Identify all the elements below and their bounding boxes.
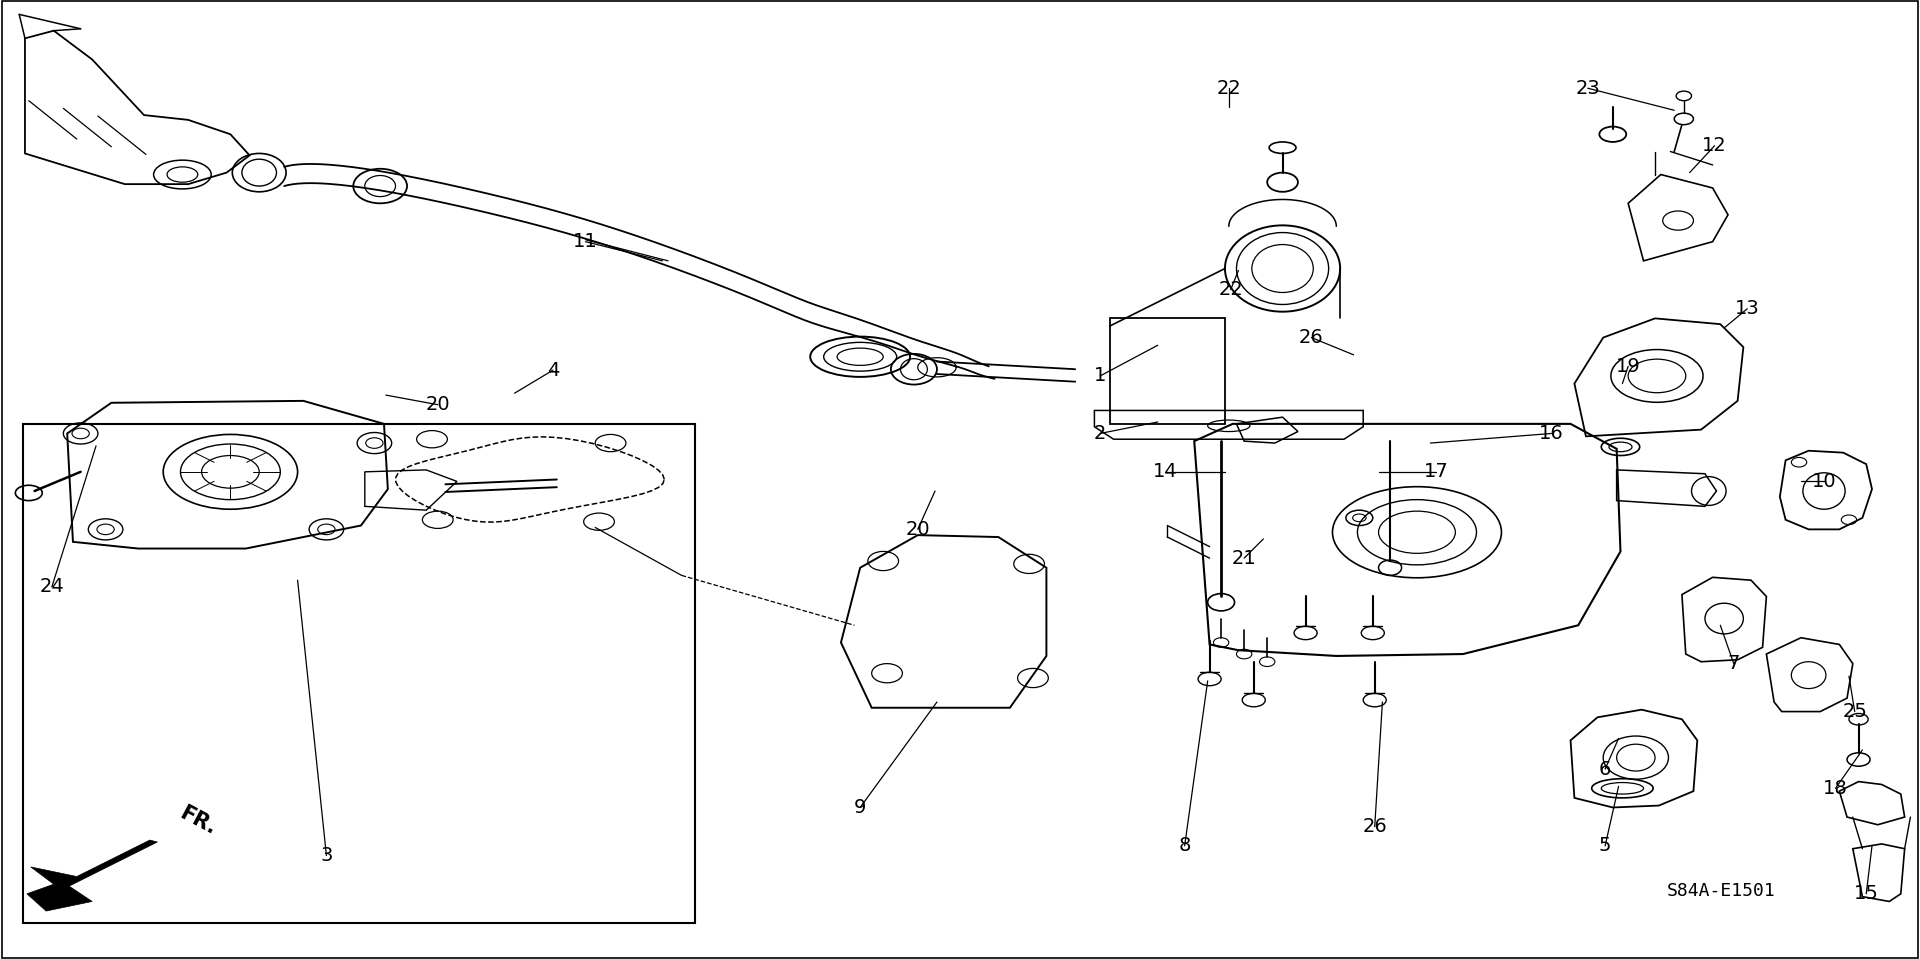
Text: 22: 22: [1219, 280, 1242, 299]
Text: 12: 12: [1703, 136, 1726, 155]
Polygon shape: [27, 840, 157, 911]
Text: 26: 26: [1363, 817, 1386, 836]
Text: S84A-E1501: S84A-E1501: [1667, 881, 1776, 900]
Text: 26: 26: [1300, 328, 1323, 347]
Text: 23: 23: [1576, 79, 1599, 98]
Text: 1: 1: [1094, 366, 1106, 386]
Text: 10: 10: [1812, 472, 1836, 491]
Text: 13: 13: [1736, 299, 1759, 318]
Text: 17: 17: [1425, 462, 1448, 481]
Text: 22: 22: [1217, 79, 1240, 98]
Text: FR.: FR.: [177, 803, 221, 838]
Text: 20: 20: [906, 520, 929, 539]
Text: 24: 24: [40, 577, 63, 596]
Text: 11: 11: [574, 232, 597, 251]
Text: 3: 3: [321, 846, 332, 865]
Text: 21: 21: [1233, 549, 1256, 568]
Text: 20: 20: [426, 395, 449, 414]
Text: 14: 14: [1154, 462, 1177, 481]
Text: 6: 6: [1599, 760, 1611, 779]
Text: 5: 5: [1599, 836, 1611, 855]
Text: 9: 9: [854, 798, 866, 817]
Text: 8: 8: [1179, 836, 1190, 855]
Text: 7: 7: [1728, 654, 1740, 673]
Text: 19: 19: [1617, 357, 1640, 376]
Text: 2: 2: [1094, 424, 1106, 443]
Text: 4: 4: [547, 361, 559, 380]
Text: 25: 25: [1843, 702, 1866, 721]
Text: 16: 16: [1540, 424, 1563, 443]
Text: 18: 18: [1824, 779, 1847, 798]
Text: 15: 15: [1855, 884, 1878, 903]
